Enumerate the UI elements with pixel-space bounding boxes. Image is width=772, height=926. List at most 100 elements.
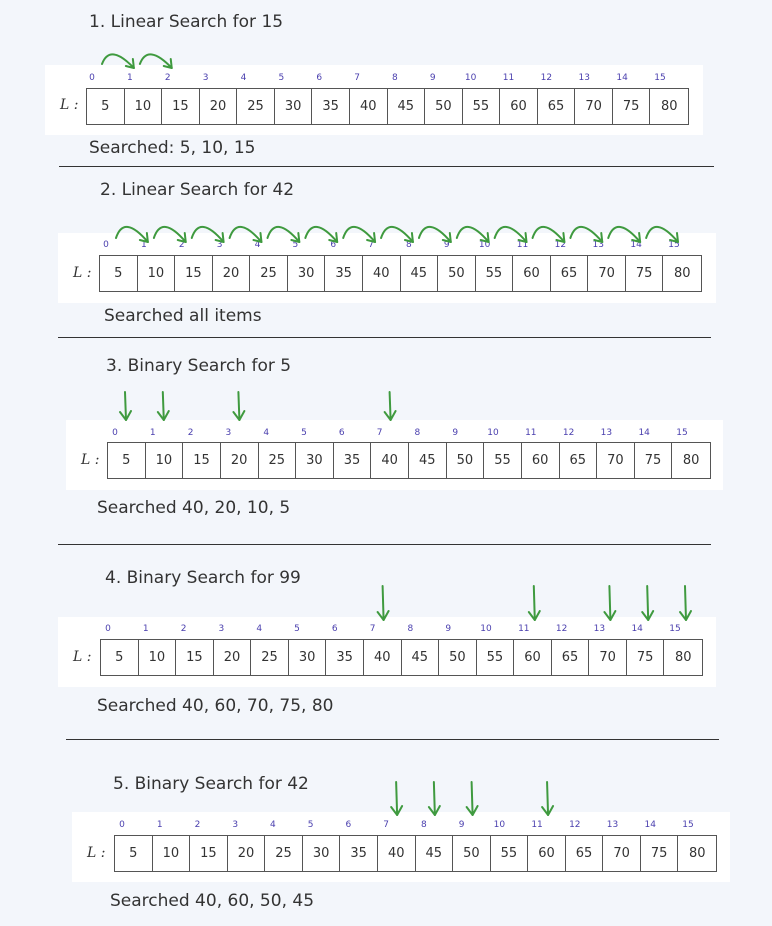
index-label: 4	[240, 73, 247, 83]
array-cell: 25	[237, 89, 275, 124]
curved-arrow	[493, 226, 528, 243]
index-label: 3	[225, 428, 232, 438]
section-title: 3. Binary Search for 5	[106, 356, 292, 376]
array-cell: 55	[476, 256, 514, 291]
section-title: 2. Linear Search for 42	[100, 180, 295, 200]
down-arrow	[427, 781, 441, 816]
divider	[58, 337, 711, 338]
array-cell: 40	[364, 640, 402, 675]
index-label: 10	[480, 624, 492, 634]
index-label: 3	[202, 73, 209, 83]
array-label: L :	[73, 265, 92, 281]
curved-arrow	[190, 226, 225, 243]
index-label: 3	[216, 240, 223, 250]
down-arrow	[679, 585, 692, 621]
index-label: 12	[562, 428, 575, 438]
array-cell: 20	[214, 640, 252, 675]
section-title: 4. Binary Search for 99	[105, 568, 301, 588]
array-label: L :	[60, 97, 79, 113]
array-cell: 10	[138, 256, 176, 291]
index-label: 12	[554, 240, 567, 250]
array-cell: 75	[613, 89, 651, 124]
index-label: 11	[531, 820, 543, 830]
array-cell: 50	[425, 89, 463, 124]
array-cell: 25	[265, 836, 303, 871]
index-label: 12	[569, 820, 581, 830]
array-cell: 45	[401, 256, 439, 291]
index-label: 4	[254, 240, 261, 250]
array-cell: 10	[146, 443, 184, 478]
array-cell: 60	[500, 89, 538, 124]
index-label: 10	[487, 428, 499, 438]
index-label: 12	[540, 73, 553, 83]
index-label: 4	[263, 428, 270, 438]
index-label: 14	[638, 428, 650, 438]
index-label: 8	[406, 240, 412, 250]
curved-arrow	[531, 226, 566, 243]
array-cell: 55	[484, 443, 522, 478]
index-label: 9	[429, 73, 436, 83]
index-label: 14	[631, 624, 643, 634]
index-label: 5	[307, 820, 314, 830]
array-cell: 35	[312, 89, 350, 124]
index-label: 1	[126, 73, 133, 83]
array-cell: 5	[100, 256, 138, 291]
index-label: 9	[458, 820, 465, 830]
index-row: 0 1 2 3 4 5 6 7 8 9 10 11 12 13 14 15	[114, 820, 717, 832]
array-cell: 30	[289, 640, 327, 675]
index-label: 7	[354, 73, 360, 83]
index-label: 0	[89, 73, 95, 83]
index-label: 0	[119, 820, 125, 830]
array-cell: 10	[139, 640, 177, 675]
array-cell: 70	[589, 640, 627, 675]
index-label: 13	[606, 820, 619, 830]
curved-arrow	[607, 226, 642, 243]
array: 5 10 15 20 25 30 35 40 45 50 55 60 65 70 75 80	[100, 639, 703, 676]
index-label: 15	[668, 240, 680, 250]
array-cell: 65	[560, 443, 598, 478]
index-row: 0 1 2 3 4 5 6 7 8 9 10 11 12 13 14 15	[100, 624, 703, 636]
array-cell: 65	[538, 89, 576, 124]
index-label: 6	[330, 240, 337, 250]
index-label: 9	[443, 240, 450, 250]
curved-arrow	[266, 226, 301, 243]
array-cell: 40	[350, 89, 388, 124]
array-cell: 45	[402, 640, 440, 675]
index-row: 0 1 2 3 4 5 6 7 8 9 10 11 12 13 14 15	[99, 240, 702, 252]
array-cell: 10	[153, 836, 191, 871]
index-label: 0	[112, 428, 118, 438]
array-label: L :	[73, 649, 92, 665]
index-label: 2	[194, 820, 201, 830]
down-arrow	[119, 391, 132, 421]
curved-arrow	[138, 53, 173, 69]
index-label: 11	[525, 428, 537, 438]
index-label: 14	[630, 240, 642, 250]
array-cell: 15	[176, 640, 214, 675]
search-result: Searched 40, 20, 10, 5	[97, 498, 291, 518]
array-cell: 65	[552, 640, 590, 675]
array-cell: 5	[108, 443, 146, 478]
index-label: 6	[345, 820, 352, 830]
index-label: 1	[142, 624, 149, 634]
array: 5 10 15 20 25 30 35 40 45 50 55 60 65 70 75 80	[86, 88, 689, 125]
index-label: 5	[292, 240, 299, 250]
search-result: Searched all items	[104, 306, 262, 326]
index-label: 13	[600, 428, 613, 438]
index-label: 11	[516, 240, 529, 250]
array-cell: 50	[438, 256, 476, 291]
array-cell: 35	[325, 256, 363, 291]
array: 5 10 15 20 25 30 35 40 45 50 55 60 65 70 75 80	[99, 255, 702, 292]
array-cell: 55	[491, 836, 529, 871]
index-row: 0 1 2 3 4 5 6 7 8 9 10 11 12 13 14 15	[107, 428, 711, 440]
array-cell: 15	[162, 89, 200, 124]
array-cell: 80	[682, 453, 700, 468]
curved-arrow	[380, 226, 414, 243]
array-cell: 75	[627, 640, 665, 675]
array-cell: 75	[641, 836, 679, 871]
down-arrow	[156, 391, 170, 421]
curved-arrow	[417, 226, 452, 243]
search-result: Searched 40, 60, 50, 45	[110, 891, 315, 911]
array-cell: 50	[453, 836, 491, 871]
curved-arrow	[101, 53, 135, 69]
